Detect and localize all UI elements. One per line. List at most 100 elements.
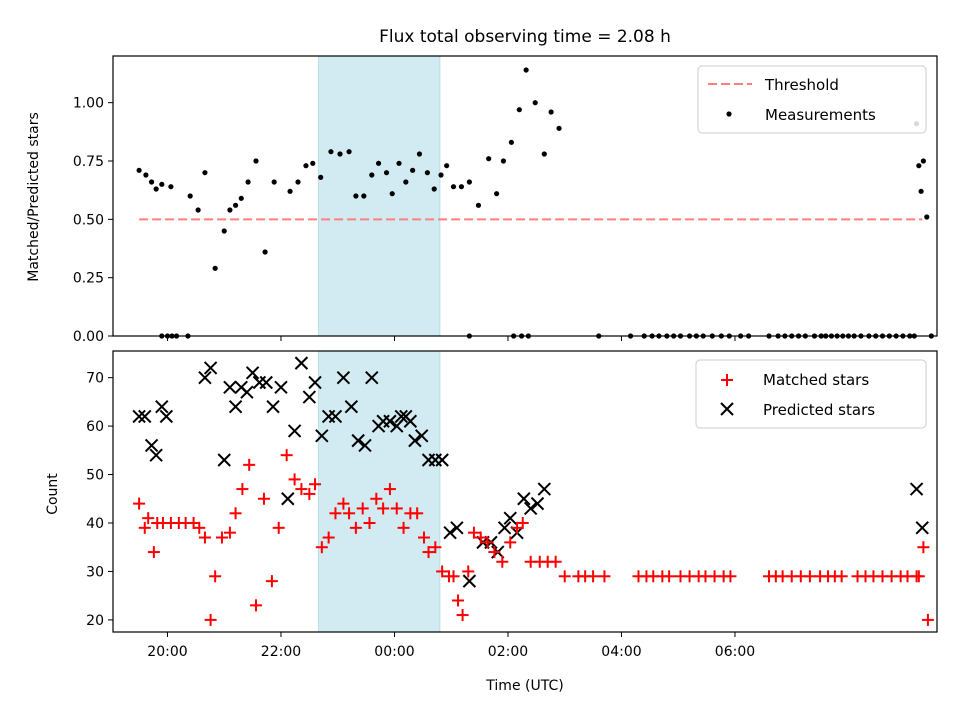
predicted-star-point — [308, 375, 322, 390]
predicted-star-point — [132, 409, 146, 424]
bottom-y-axis-label: Count — [45, 473, 61, 515]
measurement-point — [328, 149, 334, 155]
matched-star-point — [288, 473, 301, 486]
matched-star-point — [303, 487, 316, 500]
matched-star-point — [397, 521, 410, 534]
predicted-star-point — [909, 482, 924, 496]
predicted-star-point — [274, 380, 288, 395]
measurement-point — [202, 170, 208, 176]
matched-star-point — [488, 546, 501, 559]
predicted-star-point — [245, 366, 260, 380]
measurement-point — [221, 228, 227, 234]
x-tick-label: 06:00 — [715, 644, 755, 660]
predicted-star-point — [159, 409, 174, 424]
measurement-point — [143, 172, 149, 178]
measurement-point — [369, 172, 375, 178]
matched-star-point — [329, 507, 342, 520]
predicted-star-point — [530, 496, 545, 511]
predicted-star-point — [336, 370, 351, 385]
matched-star-point — [265, 575, 278, 588]
measurement-point — [287, 188, 293, 194]
measurement-point — [271, 179, 277, 185]
top-y-ticks: 0.00 0.25 0.50 0.75 1.00 — [73, 96, 113, 345]
measurement-point — [541, 151, 547, 157]
measurement-point — [310, 160, 316, 166]
matched-star-point — [250, 599, 263, 612]
matched-star-point — [309, 478, 322, 491]
matched-star-point — [390, 502, 403, 515]
matched-star-point — [447, 570, 460, 583]
x-tick-label: 00:00 — [374, 644, 414, 660]
measurement-point — [532, 100, 538, 106]
matched-star-point — [349, 521, 362, 534]
predicted-star-point — [281, 492, 295, 506]
matched-star-point — [223, 526, 236, 539]
matched-star-point — [337, 497, 350, 510]
predicted-star-point — [138, 409, 152, 424]
matched-legend-swatch — [721, 374, 733, 386]
matched-star-point — [133, 497, 146, 510]
measurement-point — [227, 207, 233, 213]
top-y-tick-label: 0.75 — [73, 154, 104, 170]
matched-star-point — [436, 565, 449, 578]
matched-star-point — [917, 541, 930, 554]
predicted-star-point — [287, 424, 302, 438]
predicted-star-point — [523, 501, 538, 516]
measurement-point — [136, 167, 142, 173]
predicted-star-point — [259, 375, 273, 390]
top-axes-frame — [112, 55, 938, 337]
measurement-point — [916, 163, 922, 169]
measurement-point — [523, 67, 529, 73]
matched-star-point — [229, 507, 242, 520]
predicted-star-point — [198, 370, 212, 385]
measurement-point — [500, 158, 507, 164]
matched-legend-label: Matched stars — [763, 371, 869, 389]
matched-star-point — [215, 531, 228, 544]
measurement-point — [416, 151, 423, 157]
bottom-highlight-span — [317, 350, 441, 633]
matched-star-point — [193, 521, 206, 534]
matched-star-point — [142, 512, 155, 525]
predicted-star-point — [497, 521, 512, 535]
matched-star-point — [481, 536, 494, 549]
predicted-star-point — [328, 409, 343, 424]
measurement-point — [253, 158, 259, 164]
predicted-star-point — [149, 448, 163, 462]
bottom-y-tick-label: 30 — [86, 564, 104, 580]
matched-star-point — [429, 541, 442, 554]
predicted-legend-label: Predicted stars — [763, 401, 875, 419]
matched-star-point — [549, 555, 562, 568]
measurement-point — [153, 186, 159, 192]
measurement-point — [556, 125, 562, 131]
predicted-star-point — [228, 400, 243, 414]
matched-star-point — [377, 502, 390, 515]
matched-star-point — [417, 531, 430, 544]
measurement-point — [403, 179, 409, 185]
matched-stars-points — [133, 449, 934, 626]
matched-star-point — [462, 565, 475, 578]
predicted-star-point — [537, 482, 552, 496]
measurement-point — [431, 186, 437, 192]
matched-star-point — [516, 516, 529, 529]
matched-star-point — [322, 531, 335, 544]
matched-star-point — [315, 541, 328, 554]
matched-star-point — [474, 531, 487, 544]
predicted-star-point — [462, 574, 477, 588]
top-y-tick-label: 0.25 — [73, 271, 104, 287]
measurement-point — [396, 160, 402, 166]
measurement-point — [494, 191, 500, 197]
measurement-point — [475, 202, 482, 208]
matched-star-point — [257, 492, 270, 505]
measurement-point — [450, 184, 457, 190]
measurement-point — [466, 179, 472, 185]
matched-star-point — [383, 483, 396, 496]
bottom-y-tick-label: 40 — [86, 516, 104, 532]
matched-star-point — [243, 458, 256, 471]
measurement-point — [168, 184, 174, 190]
matched-star-point — [356, 502, 369, 515]
matched-star-point — [496, 555, 509, 568]
matched-star-point — [363, 516, 376, 529]
measurement-point — [508, 139, 514, 145]
measurement-point — [262, 249, 268, 255]
